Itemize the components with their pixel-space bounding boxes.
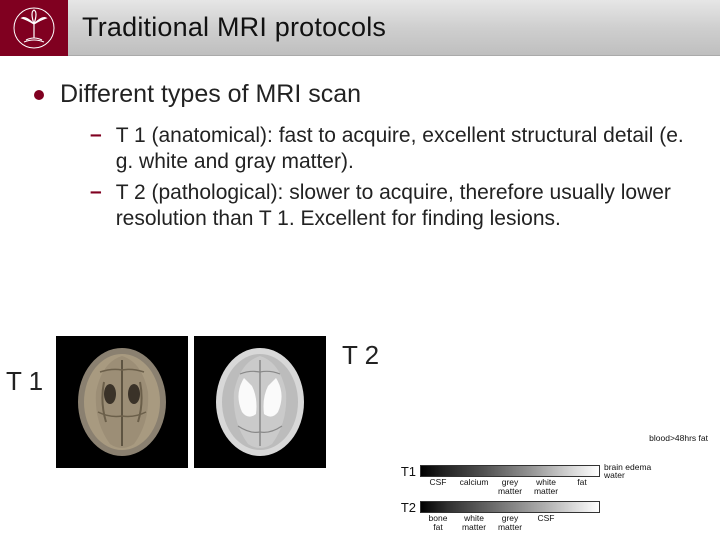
t1-gradient-bar (420, 465, 600, 477)
t2-brain-image (194, 336, 326, 468)
t1-brain-image (56, 336, 188, 468)
gradient-seg: CSF (528, 514, 564, 531)
slide-title: Traditional MRI protocols (68, 12, 386, 43)
slide-header: Traditional MRI protocols (0, 0, 720, 56)
university-logo (0, 0, 68, 56)
gradient-seg: calcium (456, 478, 492, 495)
bullet-dot-icon (34, 90, 44, 100)
t1-label: T 1 (0, 336, 56, 397)
bullet-level2: – T 2 (pathological): slower to acquire,… (90, 180, 686, 233)
t2-gradient-bar (420, 501, 600, 513)
gradient-seg: white matter (456, 514, 492, 531)
gradient-seg: grey matter (492, 514, 528, 531)
gradient-seg: white matter (528, 478, 564, 495)
brain-images-row: T 1 T 2 (0, 336, 720, 468)
gradient-row-label: T2 (394, 500, 420, 515)
slide-content: Different types of MRI scan – T 1 (anato… (0, 56, 720, 232)
intensity-gradient-legend: blood>48hrs fat T1 CSF calcium grey matt… (394, 460, 712, 521)
gradient-seg (564, 514, 600, 531)
bullet-level2-text: T 1 (anatomical): fast to acquire, excel… (116, 123, 686, 176)
gradient-row-t2: T2 bone fat white matter grey matter CSF (394, 496, 712, 518)
palmetto-icon (12, 6, 56, 50)
gradient-seg: grey matter (492, 478, 528, 495)
gradient-row-label: T1 (394, 464, 420, 479)
gradient-end-label: brain edema water (600, 463, 704, 480)
sub-bullet-list: – T 1 (anatomical): fast to acquire, exc… (34, 119, 686, 232)
dash-icon: – (90, 123, 102, 147)
gradient-seg: fat (564, 478, 600, 495)
gradient-row-t1: T1 CSF calcium grey matter white matter … (394, 460, 712, 482)
t2-label: T 2 (332, 336, 379, 371)
bullet-level1: Different types of MRI scan (34, 80, 686, 109)
bullet-level1-text: Different types of MRI scan (60, 80, 361, 109)
gradient-seg: CSF (420, 478, 456, 495)
gradient-end-label-top: blood>48hrs fat (649, 434, 708, 443)
bullet-level2-text: T 2 (pathological): slower to acquire, t… (116, 180, 686, 233)
bullet-level2: – T 1 (anatomical): fast to acquire, exc… (90, 123, 686, 176)
dash-icon: – (90, 180, 102, 204)
gradient-seg: bone fat (420, 514, 456, 531)
